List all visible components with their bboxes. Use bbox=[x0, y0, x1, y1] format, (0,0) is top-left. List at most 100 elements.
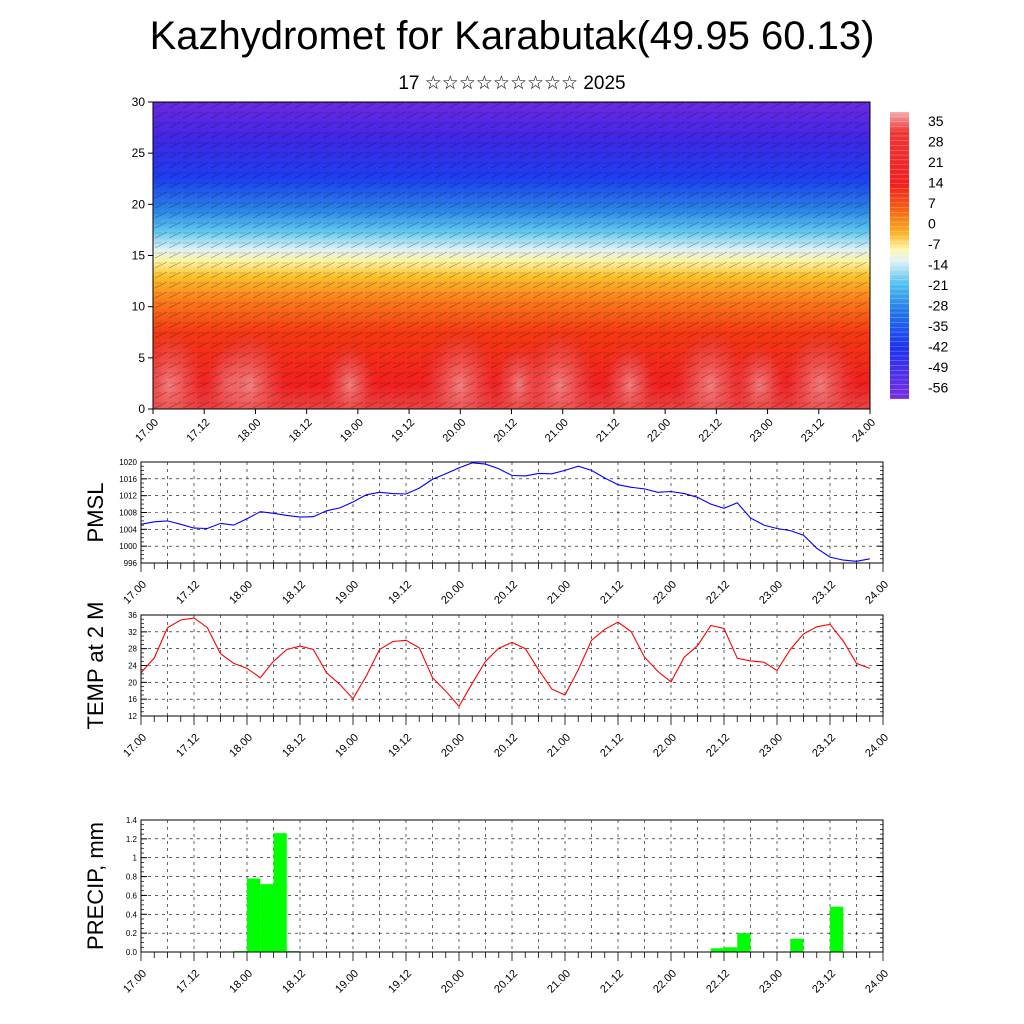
y-tick-label: 36 bbox=[128, 611, 137, 620]
x-tick-label: 17.12 bbox=[184, 417, 212, 445]
x-tick-label: 22.12 bbox=[704, 968, 732, 996]
y-tick-label: 0 bbox=[138, 402, 145, 416]
precip-bar bbox=[273, 833, 287, 952]
x-tick-label: 17.00 bbox=[121, 968, 149, 996]
x-tick-label: 22.00 bbox=[645, 417, 673, 445]
precip-bar bbox=[247, 878, 261, 952]
x-tick-label: 23.00 bbox=[757, 732, 785, 760]
cross-section-heatmap: 0 5 10 15 20 25 30 17.00 17.12 18.00 18.12 19.00 19.… bbox=[132, 95, 949, 445]
x-tick-label: 17.00 bbox=[121, 732, 149, 760]
x-tick-label: 21.12 bbox=[598, 968, 626, 996]
chart-subtitle: 17 ☆☆☆☆☆☆☆☆☆ 2025 bbox=[398, 73, 626, 94]
colorbar-label: 14 bbox=[928, 174, 944, 190]
y-tick-label: 0.0 bbox=[126, 948, 138, 957]
x-tick-label: 17.00 bbox=[121, 579, 149, 607]
precip-bar bbox=[830, 906, 844, 952]
x-tick-label: 23.00 bbox=[757, 968, 785, 996]
colorbar-label: -14 bbox=[928, 256, 948, 272]
y-tick-label: 10 bbox=[132, 300, 146, 314]
x-tick-label: 20.00 bbox=[439, 579, 467, 607]
y-tick-label: 32 bbox=[128, 628, 137, 637]
colorbar-label: 35 bbox=[928, 113, 944, 129]
x-tick-label: 18.00 bbox=[236, 417, 264, 445]
precip-bar bbox=[737, 933, 751, 952]
precip-bar bbox=[724, 947, 738, 952]
x-tick-label: 18.12 bbox=[280, 579, 308, 607]
colorbar-label: 0 bbox=[928, 215, 936, 231]
colorbar-label: 21 bbox=[928, 154, 944, 170]
y-tick-label: 1020 bbox=[119, 458, 137, 467]
pmsl-line bbox=[140, 462, 870, 562]
x-tick-label: 20.00 bbox=[439, 968, 467, 996]
y-axis-label: TEMP at 2 M bbox=[83, 602, 108, 730]
x-tick-label: 24.00 bbox=[863, 732, 891, 760]
plot-frame bbox=[140, 614, 884, 717]
wind-barbs bbox=[153, 102, 870, 409]
precip-panel: 0.0 0.2 0.4 0.6 0.8 1 1.2 1.4 17.00 17.12 18.00 18.… bbox=[83, 816, 891, 996]
x-tick-label: 18.00 bbox=[227, 579, 255, 607]
chart-title: Kazhydromet for Karabutak(49.95 60.13) bbox=[149, 14, 875, 58]
x-tick-label: 19.12 bbox=[389, 417, 417, 445]
y-tick-label: 16 bbox=[128, 695, 137, 704]
x-tick-label: 23.00 bbox=[748, 417, 776, 445]
x-tick-label: 23.12 bbox=[799, 417, 827, 445]
y-tick-label: 0.4 bbox=[126, 910, 138, 919]
y-tick-label: 0.2 bbox=[126, 929, 138, 938]
y-tick-label: 1 bbox=[133, 854, 138, 863]
x-tick-label: 18.00 bbox=[227, 968, 255, 996]
x-tick-label: 19.12 bbox=[386, 732, 414, 760]
x-tick-label: 19.00 bbox=[333, 968, 361, 996]
y-tick-label: 20 bbox=[128, 678, 137, 687]
y-tick-label: 1008 bbox=[119, 509, 137, 518]
y-tick-label: 0.8 bbox=[126, 873, 138, 882]
x-tick-label: 17.12 bbox=[174, 579, 202, 607]
x-tick-label: 19.12 bbox=[386, 968, 414, 996]
x-tick-label: 22.12 bbox=[697, 417, 725, 445]
y-tick-label: 20 bbox=[132, 197, 146, 211]
x-tick-label: 24.00 bbox=[863, 579, 891, 607]
colorbar-label: -7 bbox=[928, 236, 941, 252]
x-tick-label: 24.00 bbox=[850, 417, 878, 445]
colorbar-label: -35 bbox=[928, 318, 948, 334]
x-tick-label: 20.12 bbox=[492, 417, 520, 445]
colorbar-label: -49 bbox=[928, 359, 948, 375]
y-tick-label: 30 bbox=[132, 95, 146, 109]
x-tick-label: 21.00 bbox=[545, 579, 573, 607]
x-tick-label: 18.12 bbox=[287, 417, 315, 445]
x-tick-label: 18.12 bbox=[280, 732, 308, 760]
x-tick-label: 20.12 bbox=[492, 579, 520, 607]
y-tick-label: 1016 bbox=[119, 475, 137, 484]
plot-frame bbox=[140, 819, 884, 953]
colorbar-label: 7 bbox=[928, 195, 936, 211]
x-tick-label: 23.00 bbox=[757, 579, 785, 607]
colorbar-label: -21 bbox=[928, 277, 948, 293]
temp-panel: 12 16 20 24 28 32 36 17.00 17.12 18.00 18.12 19.00 1… bbox=[83, 602, 891, 760]
y-tick-label: 1.4 bbox=[126, 816, 138, 825]
x-tick-label: 22.00 bbox=[651, 968, 679, 996]
x-tick-label: 21.12 bbox=[598, 579, 626, 607]
precip-bar bbox=[710, 948, 724, 952]
x-tick-label: 19.00 bbox=[333, 732, 361, 760]
y-tick-label: 996 bbox=[124, 559, 138, 568]
x-tick-label: 20.12 bbox=[492, 732, 520, 760]
y-tick-label: 0.6 bbox=[126, 891, 138, 900]
y-tick-label: 28 bbox=[128, 645, 137, 654]
x-tick-label: 22.12 bbox=[704, 732, 732, 760]
x-tick-label: 18.12 bbox=[280, 968, 308, 996]
x-tick-label: 19.12 bbox=[386, 579, 414, 607]
x-tick-label: 21.00 bbox=[545, 732, 573, 760]
colorbar-label: -42 bbox=[928, 338, 948, 354]
y-tick-label: 12 bbox=[128, 712, 137, 721]
x-tick-label: 20.00 bbox=[440, 417, 468, 445]
y-tick-label: 1000 bbox=[119, 542, 137, 551]
y-tick-label: 5 bbox=[138, 351, 145, 365]
y-tick-label: 15 bbox=[132, 249, 146, 263]
colorbar bbox=[890, 112, 909, 399]
y-tick-label: 24 bbox=[128, 662, 137, 671]
x-tick-label: 21.00 bbox=[545, 968, 573, 996]
x-tick-label: 23.12 bbox=[810, 579, 838, 607]
temp2m-line bbox=[140, 617, 870, 708]
x-tick-label: 22.00 bbox=[651, 579, 679, 607]
x-tick-label: 21.00 bbox=[543, 417, 571, 445]
